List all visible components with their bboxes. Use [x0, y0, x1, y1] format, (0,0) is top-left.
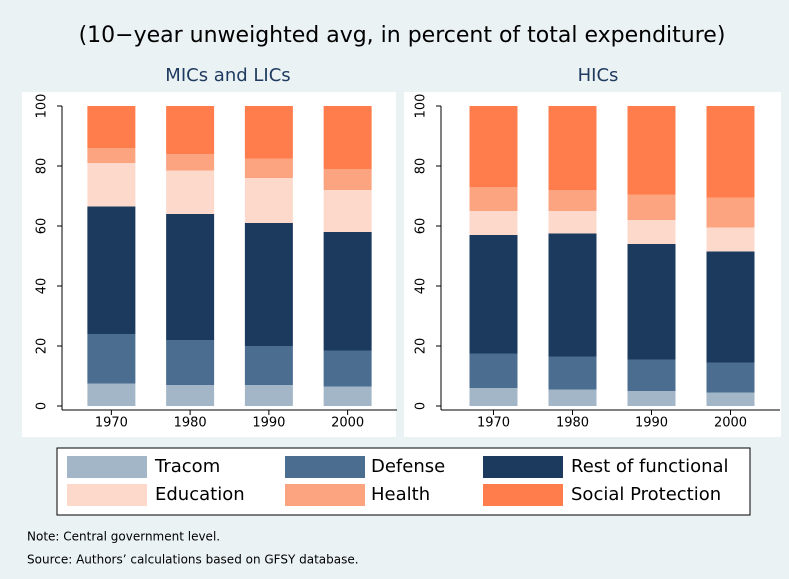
y-tick-label: 0 — [414, 402, 429, 410]
bar-segment — [244, 223, 293, 346]
bar-segment — [166, 154, 215, 171]
y-tick-label: 40 — [414, 278, 429, 295]
chart-title: (10−year unweighted avg, in percent of t… — [79, 23, 726, 48]
legend-label: Education — [155, 484, 245, 505]
y-tick-label: 100 — [414, 94, 429, 119]
bar-segment — [87, 106, 136, 148]
bar-segment — [166, 170, 215, 214]
bar-segment — [323, 169, 372, 190]
x-tick-label: 2000 — [331, 416, 364, 431]
bar-segment — [548, 356, 597, 390]
legend-box — [56, 447, 751, 516]
legend-label: Defense — [371, 456, 445, 477]
bar-segment — [166, 106, 215, 154]
bar-segment — [706, 362, 755, 393]
y-tick-label: 100 — [35, 94, 50, 119]
y-tick-label: 40 — [35, 278, 50, 295]
bar-segment — [166, 340, 215, 385]
bar-segment — [469, 388, 518, 406]
bar-segment — [627, 391, 676, 406]
bar-segment — [323, 350, 372, 387]
bar-segment — [87, 206, 136, 334]
bar-segment — [87, 334, 136, 384]
bar-segment — [87, 163, 136, 207]
bar-segment — [244, 385, 293, 406]
bar-segment — [469, 187, 518, 211]
bar-segment — [548, 389, 597, 406]
legend-label: Health — [371, 484, 430, 505]
y-tick-label: 80 — [414, 158, 429, 175]
note: Source: Authors’ calculations based on G… — [27, 553, 359, 567]
legend-label: Social Protection — [571, 484, 721, 505]
bar-segment — [627, 359, 676, 391]
y-tick-label: 60 — [35, 218, 50, 235]
bar-segment — [548, 211, 597, 234]
bar-segment — [469, 235, 518, 354]
bar-segment — [548, 233, 597, 357]
legend-swatch — [67, 456, 147, 478]
legend-label: Rest of functional — [571, 456, 729, 477]
bar-segment — [627, 220, 676, 244]
bar-segment — [627, 244, 676, 360]
panel-title: MICs and LICs — [165, 65, 290, 86]
bar-segment — [323, 106, 372, 169]
legend-swatch — [285, 484, 365, 506]
note: Note: Central government level. — [27, 530, 220, 544]
x-tick-label: 1990 — [252, 416, 285, 431]
bar-segment — [323, 232, 372, 351]
legend-swatch — [285, 456, 365, 478]
bar-segment — [469, 353, 518, 388]
panel-title: HICs — [578, 65, 619, 86]
bar-segment — [469, 106, 518, 187]
bar-segment — [87, 148, 136, 163]
x-tick-label: 1970 — [95, 416, 128, 431]
x-tick-label: 2000 — [714, 416, 747, 431]
bar-segment — [244, 158, 293, 178]
y-tick-label: 20 — [414, 338, 429, 355]
bar-segment — [548, 190, 597, 211]
legend-swatch — [483, 484, 563, 506]
bar-segment — [706, 227, 755, 252]
bar-segment — [548, 106, 597, 190]
bar-segment — [469, 211, 518, 235]
legend-swatch — [67, 484, 147, 506]
bar-segment — [244, 346, 293, 385]
y-tick-label: 80 — [35, 158, 50, 175]
bar-segment — [706, 251, 755, 363]
bar-segment — [627, 106, 676, 195]
bar-segment — [166, 385, 215, 406]
legend-label: Tracom — [154, 456, 220, 477]
x-tick-label: 1980 — [556, 416, 589, 431]
x-tick-label: 1980 — [174, 416, 207, 431]
bar-segment — [166, 214, 215, 340]
bar-segment — [706, 106, 755, 198]
x-tick-label: 1970 — [477, 416, 510, 431]
legend-swatch — [483, 456, 563, 478]
y-tick-label: 60 — [414, 218, 429, 235]
bar-segment — [706, 392, 755, 406]
bar-segment — [323, 386, 372, 406]
x-tick-label: 1990 — [635, 416, 668, 431]
bar-segment — [323, 190, 372, 232]
bar-segment — [706, 197, 755, 228]
bar-segment — [244, 106, 293, 159]
y-tick-label: 0 — [35, 402, 50, 410]
bar-segment — [87, 383, 136, 406]
bar-segment — [627, 194, 676, 220]
y-tick-label: 20 — [35, 338, 50, 355]
bar-segment — [244, 178, 293, 223]
